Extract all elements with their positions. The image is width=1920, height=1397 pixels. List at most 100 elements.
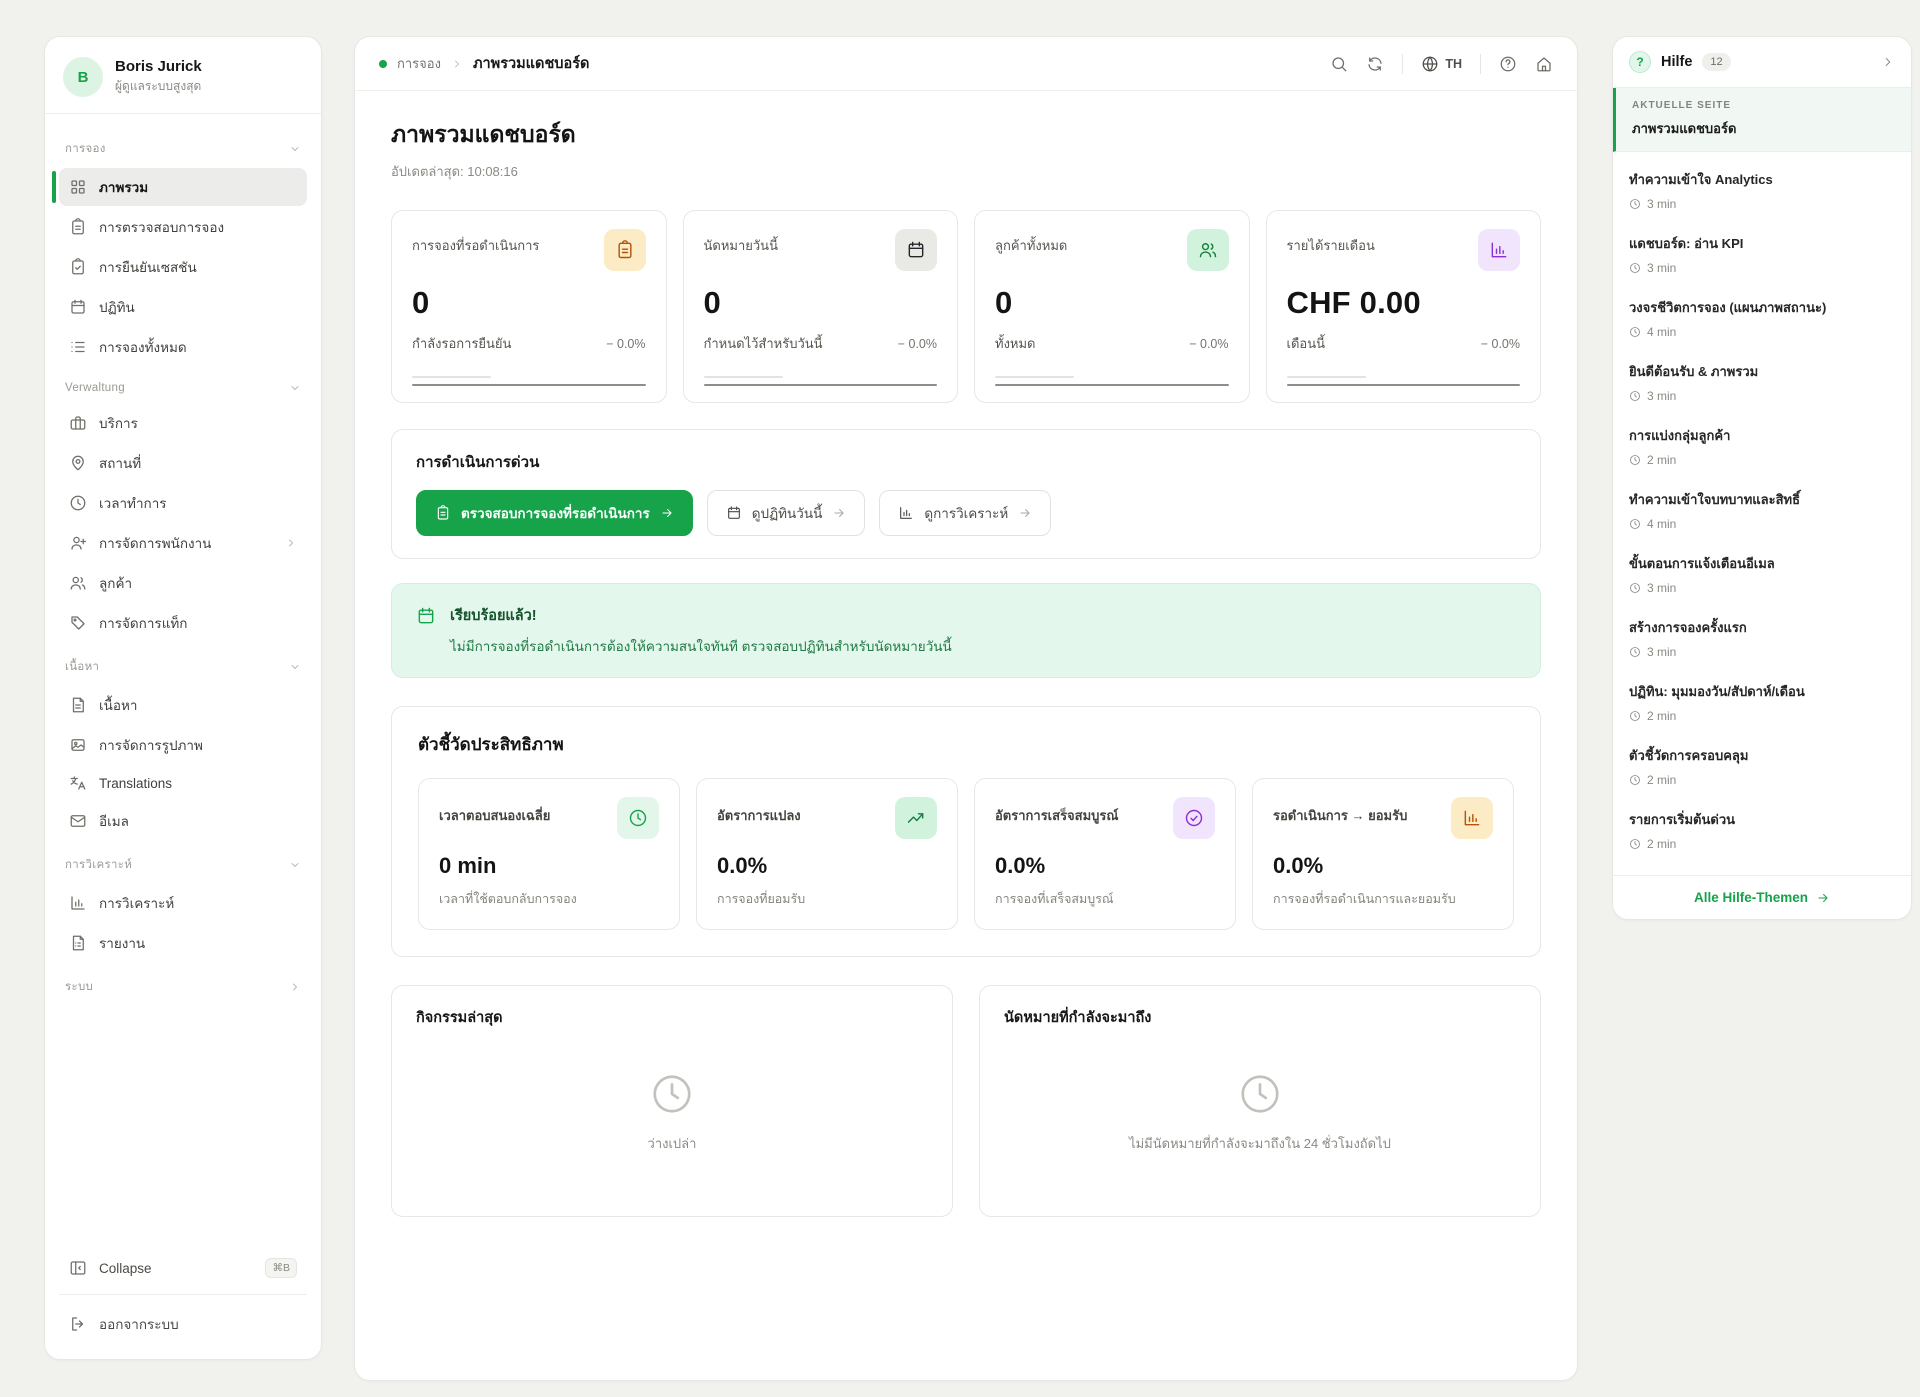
help-topic[interactable]: แป้นพิมพ์ลัด & Command Palette 3 min — [1629, 862, 1895, 875]
sidebar-item-customers[interactable]: ลูกค้า — [59, 564, 307, 602]
sidebar-section-content[interactable]: เนื้อหา — [59, 644, 307, 684]
stat-value: 0 — [412, 285, 430, 320]
banner-text: ไม่มีการจองที่รอดำเนินการต้องให้ความสนใจ… — [450, 639, 952, 654]
performance-metrics-panel: ตัวชี้วัดประสิทธิภาพ เวลาตอบสนองเฉลี่ย 0… — [391, 706, 1541, 957]
sidebar-item-working-hours[interactable]: เวลาทำการ — [59, 484, 307, 522]
sidebar-item-tag-management[interactable]: การจัดการแท็ก — [59, 604, 307, 642]
bar-chart-icon — [71, 896, 85, 910]
image-icon — [71, 739, 85, 751]
help-topic[interactable]: ตัวชี้วัดการครอบคลุม 2 min — [1629, 748, 1749, 787]
all-help-topics-link[interactable]: Alle Hilfe-Themen — [1613, 875, 1911, 919]
sidebar-item-services[interactable]: บริการ — [59, 404, 307, 442]
all-clear-banner: เรียบร้อยแล้ว! ไม่มีการจองที่รอดำเนินการ… — [391, 583, 1541, 678]
calendar-icon — [895, 229, 937, 271]
help-topic[interactable]: สร้างการจองครั้งแรก 3 min — [1629, 620, 1747, 659]
briefcase-icon — [70, 416, 86, 430]
sidebar-item-session-confirm[interactable]: การยืนยันเซสชัน — [59, 248, 307, 286]
check-circle-icon — [1173, 797, 1215, 839]
sidebar-item-all-bookings[interactable]: การจองทั้งหมด — [59, 328, 307, 366]
sidebar-section-bookings[interactable]: การจอง — [59, 126, 307, 166]
sidebar-section-system[interactable]: ระบบ — [59, 964, 307, 1004]
chevron-right-icon[interactable] — [1881, 55, 1895, 69]
sidebar-item-staff-management[interactable]: การจัดการพนักงาน — [59, 524, 307, 562]
dashboard-grid-icon — [71, 180, 85, 194]
language-switcher[interactable]: TH — [1421, 55, 1462, 73]
view-analytics-button[interactable]: ดูการวิเคราะห์ — [879, 490, 1052, 536]
divider — [59, 1294, 307, 1295]
user-profile[interactable]: B Boris Jurick ผู้ดูแลระบบสูงสุด — [45, 37, 321, 113]
clipboard-icon — [437, 505, 449, 520]
sidebar-nav: การจอง ภาพรวม การตรวจสอบการจอง การยืนยัน… — [45, 120, 321, 1240]
stat-card-total-customers: ลูกค้าทั้งหมด 0 ทั้งหมด − 0.0% — [974, 210, 1250, 403]
users-icon — [70, 576, 86, 590]
help-topic[interactable]: ขั้นตอนการแจ้งเตือนอีเมล 3 min — [1629, 556, 1775, 595]
sparkline — [703, 376, 937, 386]
globe-icon — [1422, 56, 1438, 71]
help-topic[interactable]: วงจรชีวิตการจอง (แผนภาพสถานะ) 4 min — [1629, 300, 1827, 339]
stat-value: 0 — [995, 285, 1013, 320]
home-icon[interactable] — [1535, 55, 1553, 73]
sidebar-item-calendar[interactable]: ปฏิทิน — [59, 288, 307, 326]
map-pin-icon — [72, 455, 84, 471]
help-topic[interactable]: ยินดีต้อนรับ & ภาพรวม 3 min — [1629, 364, 1759, 403]
panel-collapse-icon — [70, 1261, 86, 1275]
sidebar-item-analytics[interactable]: การวิเคราะห์ — [59, 884, 307, 922]
stat-footer: เดือนนี้ — [1286, 336, 1325, 351]
logout-button[interactable]: ออกจากระบบ — [59, 1305, 307, 1343]
chevron-down-icon — [291, 147, 299, 151]
user-role: ผู้ดูแลระบบสูงสุด — [115, 79, 202, 93]
breadcrumb-root[interactable]: การจอง — [397, 56, 441, 71]
sparkline — [995, 376, 1229, 386]
review-pending-bookings-button[interactable]: ตรวจสอบการจองที่รอดำเนินการ — [416, 490, 693, 536]
stat-delta: − 0.0% — [606, 336, 646, 351]
sidebar-item-overview[interactable]: ภาพรวม — [52, 168, 307, 206]
sidebar-item-email[interactable]: อีเมล — [59, 802, 307, 840]
sidebar: B Boris Jurick ผู้ดูแลระบบสูงสุด การจอง … — [44, 36, 322, 1360]
view-today-calendar-button[interactable]: ดูปฏิทินวันนี้ — [706, 490, 866, 536]
collapse-sidebar-button[interactable]: Collapse ⌘B — [59, 1250, 307, 1286]
quick-actions-panel: การดำเนินการด่วน ตรวจสอบการจองที่รอดำเนิ… — [391, 429, 1541, 559]
bar-chart-icon — [1478, 229, 1520, 271]
arrow-right-icon — [662, 509, 672, 517]
stat-label: ลูกค้าทั้งหมด — [995, 238, 1068, 253]
upcoming-appointments-title: นัดหมายที่กำลังจะมาถึง — [1004, 1010, 1152, 1026]
help-circle-icon: ? — [1629, 51, 1651, 73]
help-topic-list: ทำความเข้าใจ Analytics 3 min แดชบอร์ด: อ… — [1613, 152, 1911, 875]
sidebar-section-verwaltung[interactable]: Verwaltung — [59, 368, 307, 402]
help-topic[interactable]: ปฏิทิน: มุมมองวัน/สัปดาห์/เดือน 2 min — [1629, 684, 1805, 723]
help-topic[interactable]: แดชบอร์ด: อ่าน KPI 3 min — [1629, 236, 1744, 275]
sidebar-item-booking-review[interactable]: การตรวจสอบการจอง — [59, 208, 307, 246]
chevron-down-icon — [291, 863, 299, 867]
refresh-icon[interactable] — [1366, 55, 1384, 73]
help-topic[interactable]: ทำความเข้าใจบทบาทและสิทธิ์ 4 min — [1629, 492, 1801, 531]
breadcrumb-current: ภาพรวมแดชบอร์ด — [472, 56, 590, 72]
sidebar-item-content[interactable]: เนื้อหา — [59, 686, 307, 724]
clock-icon — [1630, 391, 1640, 401]
chevron-right-icon — [455, 60, 459, 67]
help-circle-icon[interactable] — [1499, 55, 1517, 73]
sidebar-section-analytics[interactable]: การวิเคราะห์ — [59, 842, 307, 882]
help-topic[interactable]: การแบ่งกลุ่มลูกค้า 2 min — [1629, 428, 1731, 467]
chevron-down-icon — [291, 386, 299, 390]
clock-icon — [1630, 839, 1640, 849]
breadcrumb: การจอง ภาพรวมแดชบอร์ด — [379, 52, 589, 75]
chevron-down-icon — [291, 665, 299, 669]
page-title: ภาพรวมแดชบอร์ด — [391, 121, 576, 147]
stat-footer: กำหนดไว้สำหรับวันนี้ — [703, 336, 823, 351]
sidebar-item-locations[interactable]: สถานที่ — [59, 444, 307, 482]
sidebar-item-image-management[interactable]: การจัดการรูปภาพ — [59, 726, 307, 764]
sidebar-item-translations[interactable]: Translations — [59, 766, 307, 800]
clipboard-check-icon — [72, 258, 84, 275]
metric-card-completion-rate: อัตราการเสร็จสมบูรณ์ 0.0% การจองที่เสร็จ… — [974, 778, 1236, 930]
help-topic[interactable]: ทำความเข้าใจ Analytics 3 min — [1629, 172, 1773, 211]
sidebar-item-reports[interactable]: รายงาน — [59, 924, 307, 962]
clock-icon — [1630, 263, 1640, 273]
last-updated: อัปเดตล่าสุด: 10:08:16 — [391, 164, 518, 179]
help-topic[interactable]: รายการเริ่มต้นด่วน 2 min — [1629, 812, 1736, 851]
file-text-icon — [72, 697, 84, 713]
banner-title: เรียบร้อยแล้ว! — [450, 608, 537, 624]
clock-icon — [1241, 1075, 1279, 1113]
stat-value: 0 — [703, 285, 721, 320]
search-icon[interactable] — [1330, 55, 1348, 73]
arrow-right-icon — [1020, 509, 1030, 517]
